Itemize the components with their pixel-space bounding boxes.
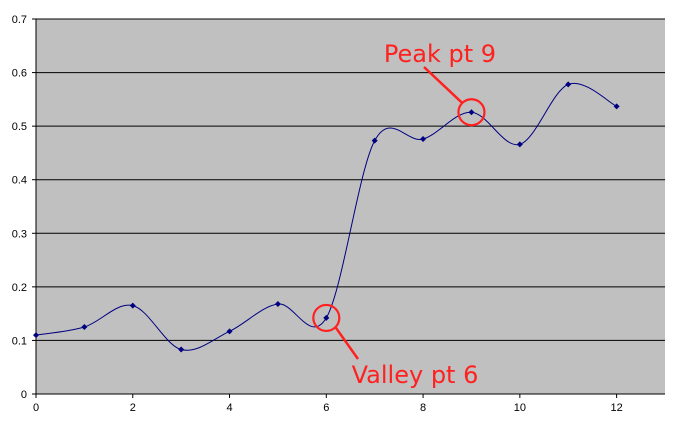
x-tick-label: 12 [610, 402, 622, 414]
y-axis-ticks: 0 0.1 0.2 0.3 0.4 0.5 0.6 0.7 [12, 14, 36, 401]
data-point [226, 328, 233, 335]
plot-area [36, 19, 665, 394]
x-tick-label: 0 [33, 402, 39, 414]
data-point [468, 109, 475, 116]
y-tick-label: 0.2 [12, 282, 27, 294]
annotation-circle [312, 303, 341, 333]
annotation-pointer [334, 326, 360, 360]
x-tick-label: 8 [420, 402, 426, 414]
x-tick-label: 2 [130, 402, 136, 414]
annotation-circle [457, 98, 486, 127]
y-tick-label: 0.5 [12, 121, 27, 133]
data-point [613, 103, 620, 110]
data-point [81, 324, 88, 331]
y-tick-label: 0.6 [12, 68, 27, 80]
data-point [420, 136, 427, 142]
annotation-pointer [423, 66, 464, 105]
x-tick-label: 6 [323, 402, 329, 414]
data-point [371, 137, 378, 144]
data-point [565, 81, 572, 88]
y-tick-label: 0.1 [12, 335, 27, 347]
y-tick-label: 0.7 [12, 14, 27, 26]
y-tick-label: 0.4 [12, 175, 27, 187]
x-tick-label: 4 [226, 402, 232, 414]
x-axis-ticks: 0 2 4 6 8 10 12 [33, 394, 623, 414]
data-point [33, 332, 39, 339]
x-tick-label: 10 [514, 402, 526, 414]
data-point [516, 141, 523, 148]
data-point [274, 301, 281, 307]
axes [35, 19, 665, 395]
y-tick-label: 0 [21, 389, 27, 401]
annotation-label: Peak pt 9 [384, 40, 496, 68]
y-tick-label: 0.3 [12, 228, 27, 240]
data-point [323, 314, 330, 321]
annotations: Peak pt 9 Valley pt 6 [312, 40, 496, 389]
data-points [33, 81, 620, 353]
data-point [178, 346, 185, 353]
gridlines [36, 18, 665, 341]
annotation-label: Valley pt 6 [352, 361, 479, 389]
data-point [129, 302, 136, 309]
